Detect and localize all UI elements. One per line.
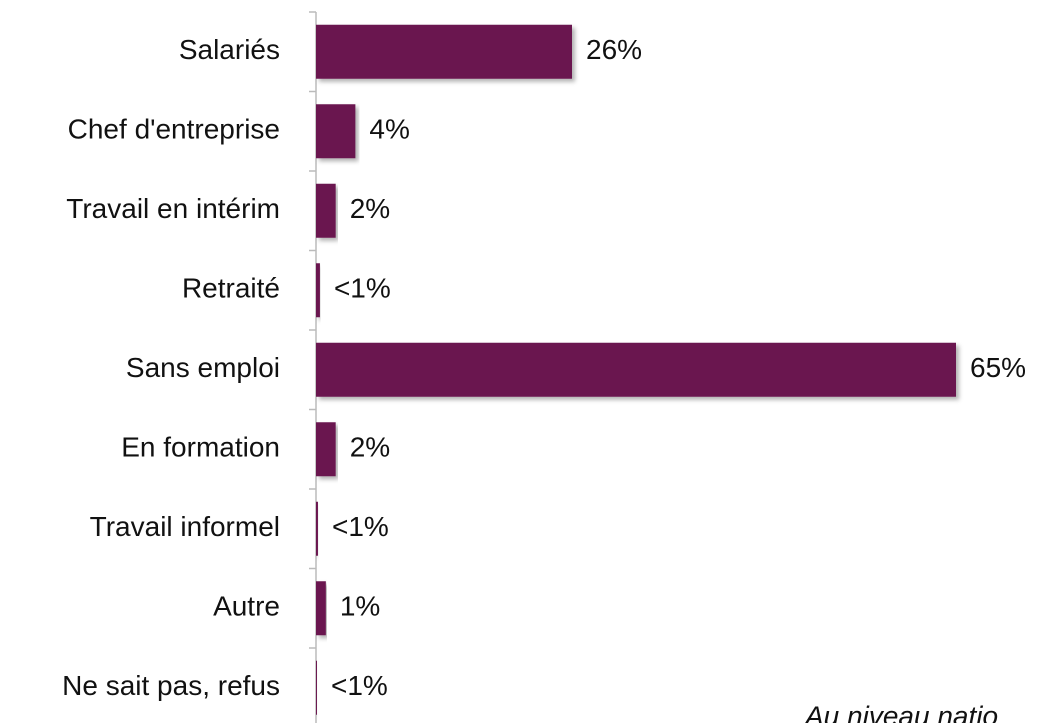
value-label: <1%: [332, 511, 389, 542]
bar: [316, 183, 336, 238]
bar: [316, 24, 572, 79]
category-label: Ne sait pas, refus: [62, 670, 280, 701]
category-label: Travail informel: [90, 511, 280, 542]
value-label: 2%: [350, 432, 390, 463]
value-label: <1%: [331, 670, 388, 701]
bar: [316, 342, 956, 397]
bar: [316, 263, 320, 318]
category-label: Chef d'entreprise: [68, 114, 280, 145]
value-label: 26%: [586, 34, 642, 65]
value-label: 4%: [369, 114, 409, 145]
bar: [316, 660, 317, 715]
bar: [316, 422, 336, 477]
bar: [316, 501, 318, 556]
value-label: 1%: [340, 591, 380, 622]
value-label: 2%: [350, 193, 390, 224]
category-label: Travail en intérim: [66, 193, 280, 224]
category-label: En formation: [121, 432, 280, 463]
bar: [316, 104, 356, 159]
value-label: 65%: [970, 352, 1026, 383]
category-label: Salariés: [179, 34, 280, 65]
annotation: Au niveau natio: [803, 700, 998, 723]
value-label: <1%: [334, 273, 391, 304]
bar: [316, 581, 326, 636]
category-label: Sans emploi: [126, 352, 280, 383]
category-label: Retraité: [182, 273, 280, 304]
category-label: Autre: [213, 591, 280, 622]
